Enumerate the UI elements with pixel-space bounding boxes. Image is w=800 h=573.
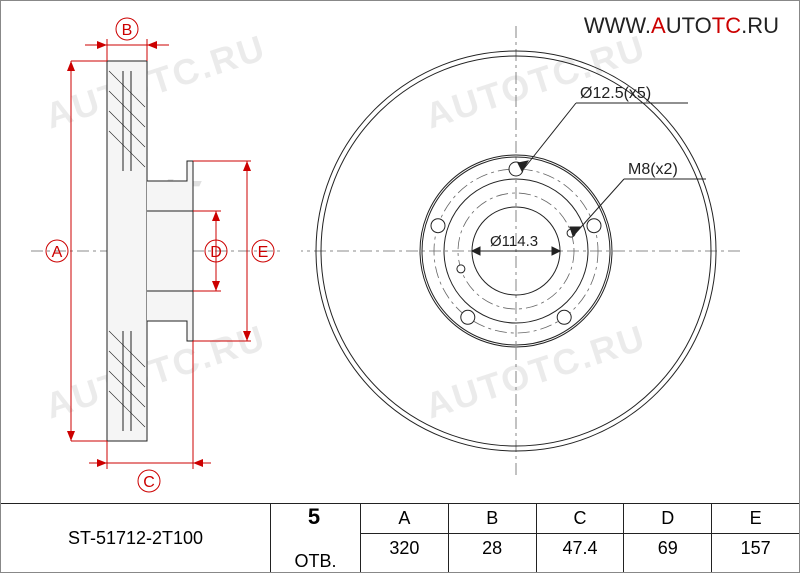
side-view: A B C D E <box>1 11 301 511</box>
front-view: Ø12.5(x5) Ø114.3 M8(x2) <box>301 11 781 501</box>
dim-label-a: A <box>52 244 63 261</box>
drawing-frame: { "url": { "prefix": "WWW.", "red": "A",… <box>0 0 800 573</box>
col-c: C47.4 <box>537 504 625 572</box>
col-b: B28 <box>449 504 537 572</box>
col-d: D69 <box>624 504 712 572</box>
dim-label-c: C <box>143 474 155 491</box>
dim-label-e: E <box>258 244 269 261</box>
part-number: ST-51712-2T100 <box>1 504 271 572</box>
holes-count: 5 ОТВ. <box>271 504 361 572</box>
dimension-table: ST-51712-2T100 5 ОТВ. A320 B28 C47.4 D69… <box>1 503 799 572</box>
callout-threaded: M8(x2) <box>628 161 678 178</box>
callout-bolt: Ø12.5(x5) <box>580 85 651 102</box>
dim-label-d: D <box>210 244 222 261</box>
dim-label-b: B <box>122 22 133 39</box>
col-a: A320 <box>361 504 449 572</box>
col-e: E157 <box>712 504 799 572</box>
callout-bore: Ø114.3 <box>490 233 538 250</box>
